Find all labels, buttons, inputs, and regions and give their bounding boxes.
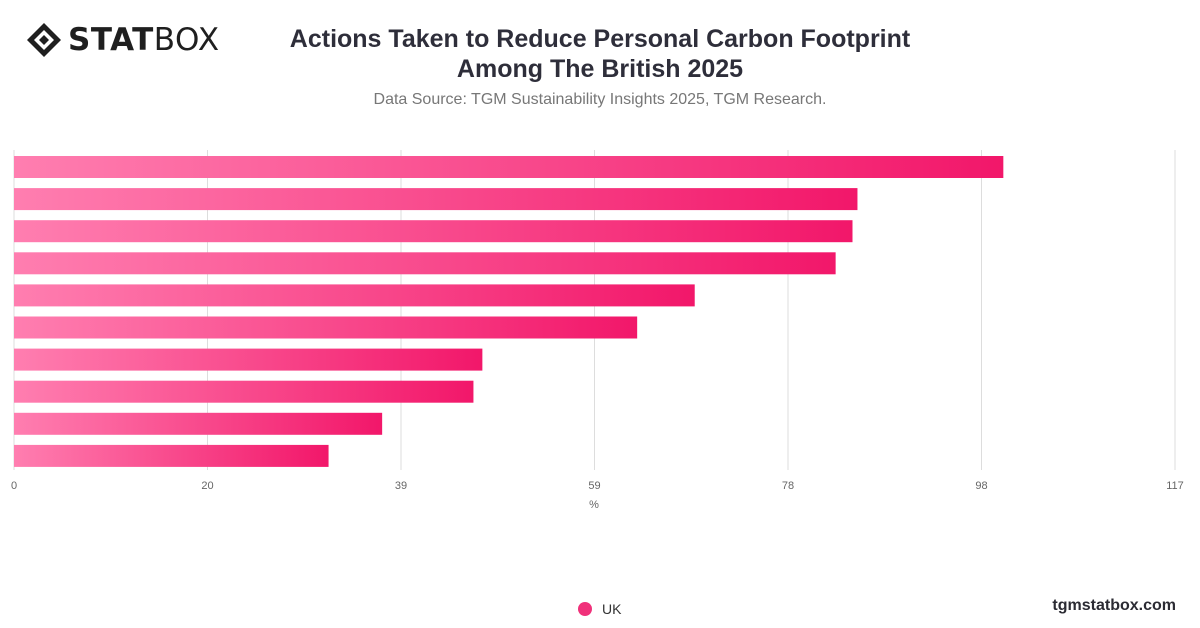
bar[interactable] [14, 444, 329, 467]
bar[interactable] [14, 156, 1004, 178]
brand-footer: tgmstatbox.com [1052, 597, 1176, 614]
logo-text-light: BOX [153, 22, 220, 58]
x-tick-label: 39 [395, 480, 407, 492]
x-tick-label: 59 [588, 480, 600, 492]
x-tick-label: 98 [975, 480, 987, 492]
legend-marker [578, 602, 592, 616]
bar[interactable] [14, 316, 638, 339]
x-axis-label: % [589, 499, 599, 511]
logo-text-bold: STAT [68, 22, 154, 58]
bar[interactable] [14, 252, 836, 275]
x-tick-label: 117 [1166, 480, 1184, 492]
chart-title-line2: Among The British 2025 [456, 55, 744, 83]
statbox-diamond-icon [27, 23, 61, 57]
x-tick-label: 78 [782, 480, 794, 492]
x-tick-label: 0 [11, 480, 17, 492]
statbox-logo: STATBOX [26, 22, 220, 58]
legend-label: UK [602, 601, 622, 617]
bar[interactable] [14, 188, 858, 211]
bar[interactable] [14, 220, 853, 243]
chart-subtitle: Data Source: TGM Sustainability Insights… [373, 91, 827, 108]
legend[interactable]: UK [578, 601, 621, 617]
logo-wordmark: STATBOX [68, 22, 220, 58]
x-tick-label: 20 [201, 480, 213, 492]
chart-title: Actions Taken to Reduce Personal Carbon … [250, 24, 950, 84]
bar[interactable] [14, 348, 483, 371]
bar[interactable] [14, 284, 695, 307]
bar[interactable] [14, 380, 474, 403]
bar[interactable] [14, 412, 383, 435]
chart-title-line1: Actions Taken to Reduce Personal Carbon … [289, 25, 911, 53]
